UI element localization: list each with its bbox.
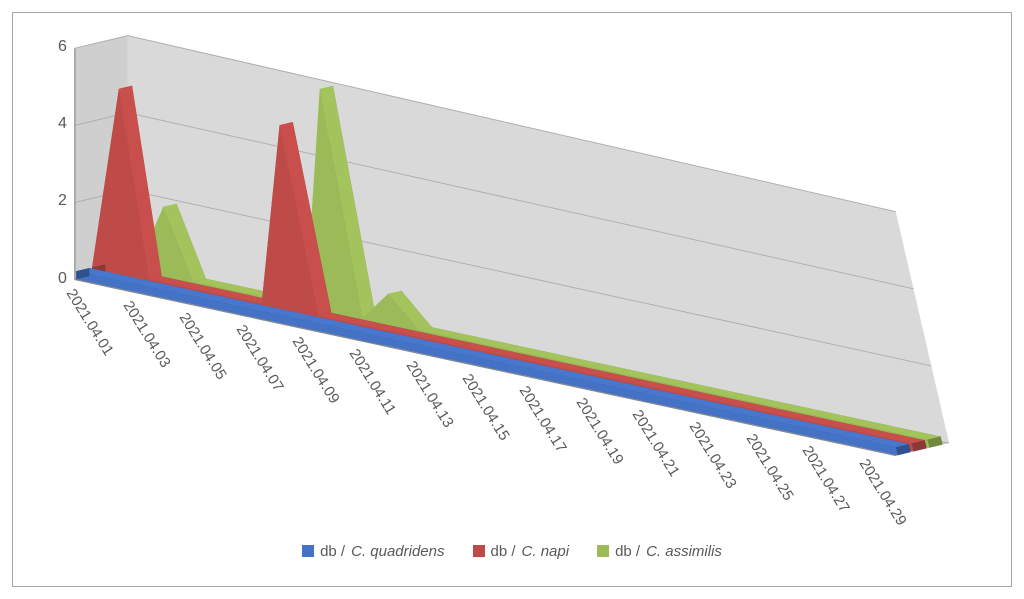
legend-swatch bbox=[473, 545, 485, 557]
ytick-label: 0 bbox=[37, 270, 67, 288]
chart-container: 0246 2021.04.012021.04.032021.04.052021.… bbox=[12, 12, 1012, 587]
legend-swatch bbox=[597, 545, 609, 557]
legend-item-1: db / C. napi bbox=[473, 543, 570, 560]
ytick-label: 6 bbox=[37, 38, 67, 56]
legend-label-pre: db / bbox=[320, 543, 345, 560]
legend-label-pre: db / bbox=[615, 543, 640, 560]
back-wall bbox=[128, 36, 949, 443]
legend-item-0: db / C. quadridens bbox=[302, 543, 444, 560]
ytick-label: 2 bbox=[37, 192, 67, 210]
legend-label-italic: C. napi bbox=[522, 543, 570, 560]
outer-frame: 0246 2021.04.012021.04.032021.04.052021.… bbox=[0, 0, 1024, 599]
ytick-label: 4 bbox=[37, 115, 67, 133]
legend: db / C. quadridensdb / C. napidb / C. as… bbox=[13, 516, 1011, 586]
chart-svg bbox=[13, 13, 1011, 516]
legend-item-2: db / C. assimilis bbox=[597, 543, 722, 560]
legend-label-italic: C. assimilis bbox=[646, 543, 722, 560]
plot-area: 0246 2021.04.012021.04.032021.04.052021.… bbox=[13, 13, 1011, 516]
legend-swatch bbox=[302, 545, 314, 557]
legend-label-italic: C. quadridens bbox=[351, 543, 444, 560]
legend-label-pre: db / bbox=[491, 543, 516, 560]
